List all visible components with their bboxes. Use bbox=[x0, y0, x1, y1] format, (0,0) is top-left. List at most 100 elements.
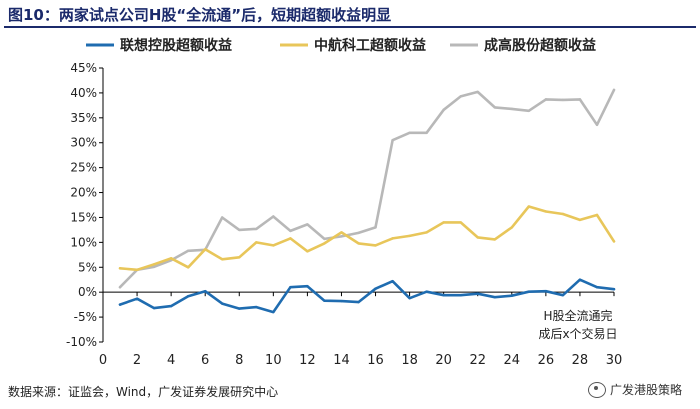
series-1-point bbox=[255, 241, 258, 244]
x-tick-label: 2 bbox=[133, 353, 141, 368]
series-1-point bbox=[238, 256, 241, 259]
series-0-point bbox=[476, 292, 479, 295]
x-tick-label: 4 bbox=[167, 353, 175, 368]
legend-label-0: 联想控股超额收益 bbox=[120, 37, 232, 54]
x-tick-label: 12 bbox=[299, 353, 316, 368]
title-divider bbox=[4, 26, 696, 28]
series-0-point bbox=[169, 304, 173, 308]
series-0-point bbox=[442, 293, 445, 297]
wechat-icon: ● bbox=[587, 381, 606, 398]
y-tick-label: 15% bbox=[70, 210, 97, 224]
series-0-point bbox=[459, 293, 462, 297]
series-2-point bbox=[374, 226, 377, 229]
y-tick-label: 30% bbox=[70, 136, 97, 150]
series-1-point bbox=[527, 205, 531, 208]
series-line-1 bbox=[118, 205, 616, 272]
series-2-point bbox=[561, 98, 565, 102]
series-2-point bbox=[527, 109, 531, 113]
chart-title: 图10：两家试点公司H股“全流通”后，短期超额收益明显 bbox=[8, 6, 392, 24]
series-1-point bbox=[186, 266, 190, 269]
annotation-line-2: 成后x个交易日 bbox=[538, 326, 617, 341]
x-tick-label: 0 bbox=[99, 353, 107, 368]
series-1-point bbox=[340, 231, 343, 234]
series-1-point bbox=[612, 240, 616, 243]
series-0-point bbox=[186, 294, 190, 298]
series-0-point bbox=[306, 285, 309, 288]
series-0-point bbox=[561, 293, 565, 297]
series-0-point bbox=[357, 300, 360, 304]
series-1-point bbox=[374, 244, 377, 247]
series-2-point bbox=[391, 139, 394, 142]
x-tick-label: 28 bbox=[572, 353, 589, 368]
series-2-point bbox=[255, 227, 258, 231]
series-0-point bbox=[255, 305, 258, 309]
series-1-point bbox=[408, 234, 411, 238]
y-tick-label: 5% bbox=[78, 260, 97, 274]
series-2-point bbox=[221, 216, 224, 219]
x-tick-label: 24 bbox=[504, 353, 521, 368]
series-0-point bbox=[374, 287, 377, 290]
series-1-point bbox=[561, 212, 565, 216]
series-2-point bbox=[357, 231, 360, 235]
series-1-point bbox=[544, 210, 548, 213]
x-tick-label: 6 bbox=[201, 353, 209, 368]
series-1-point bbox=[221, 258, 224, 261]
x-tick-label: 16 bbox=[367, 353, 384, 368]
series-0-point bbox=[544, 289, 548, 293]
series-1-point bbox=[459, 221, 462, 224]
series-1-point bbox=[425, 231, 428, 234]
series-1-point bbox=[595, 213, 599, 217]
series-1-point bbox=[442, 221, 445, 224]
series-1-point bbox=[493, 238, 496, 241]
legend-label-2: 成高股份超额收益 bbox=[484, 37, 596, 54]
series-2-point bbox=[306, 223, 309, 226]
series-1-point bbox=[510, 226, 513, 229]
y-tick-label: 10% bbox=[70, 235, 97, 249]
series-1-point bbox=[152, 263, 156, 266]
y-tick-label: -10% bbox=[66, 335, 97, 349]
series-2-point bbox=[459, 95, 462, 98]
series-2-point bbox=[323, 237, 326, 241]
series-0-point bbox=[135, 297, 139, 300]
series-0-point bbox=[204, 289, 207, 293]
series-line-0 bbox=[118, 278, 616, 314]
y-tick-label: 40% bbox=[70, 86, 97, 100]
series-1-point bbox=[169, 257, 173, 260]
x-tick-label: 14 bbox=[333, 353, 350, 368]
series-2-point bbox=[118, 286, 122, 289]
series-2-point bbox=[408, 131, 411, 134]
series-0-point bbox=[221, 302, 224, 305]
series-1-point bbox=[476, 236, 479, 239]
series-line-2 bbox=[118, 88, 616, 289]
series-2-point bbox=[493, 106, 496, 109]
series-2-point bbox=[289, 229, 292, 233]
series-0-point bbox=[323, 299, 326, 302]
series-0-point bbox=[238, 307, 241, 310]
x-tick-label: 30 bbox=[606, 353, 623, 368]
series-2-point bbox=[340, 235, 343, 238]
legend-label-1: 中航科工超额收益 bbox=[314, 37, 426, 54]
x-tick-label: 22 bbox=[469, 353, 486, 368]
x-tick-label: 20 bbox=[435, 353, 452, 368]
series-0-point bbox=[510, 294, 513, 297]
series-2-point bbox=[595, 123, 599, 126]
series-2-point bbox=[238, 228, 241, 232]
source-note: 数据来源：证监会，Wind，广发证券发展研究中心 bbox=[8, 385, 279, 399]
series-1-point bbox=[306, 250, 309, 253]
y-tick-label: 45% bbox=[70, 61, 97, 75]
series-2-point bbox=[425, 131, 428, 134]
series-1-point bbox=[323, 242, 326, 245]
y-tick-label: 20% bbox=[70, 186, 97, 200]
series-0-point bbox=[527, 290, 531, 293]
series-2-point bbox=[272, 215, 275, 218]
series-0-point bbox=[425, 290, 428, 293]
y-tick-label: 0% bbox=[78, 285, 97, 299]
series-0-point bbox=[391, 280, 394, 283]
series-2-point bbox=[510, 107, 513, 111]
series-1-point bbox=[118, 267, 122, 270]
x-tick-label: 26 bbox=[538, 353, 555, 368]
series-1-point bbox=[578, 218, 582, 222]
annotation-line-1: H股全流通完 bbox=[543, 308, 612, 323]
watermark: ● 广发港股策略 bbox=[587, 381, 682, 398]
